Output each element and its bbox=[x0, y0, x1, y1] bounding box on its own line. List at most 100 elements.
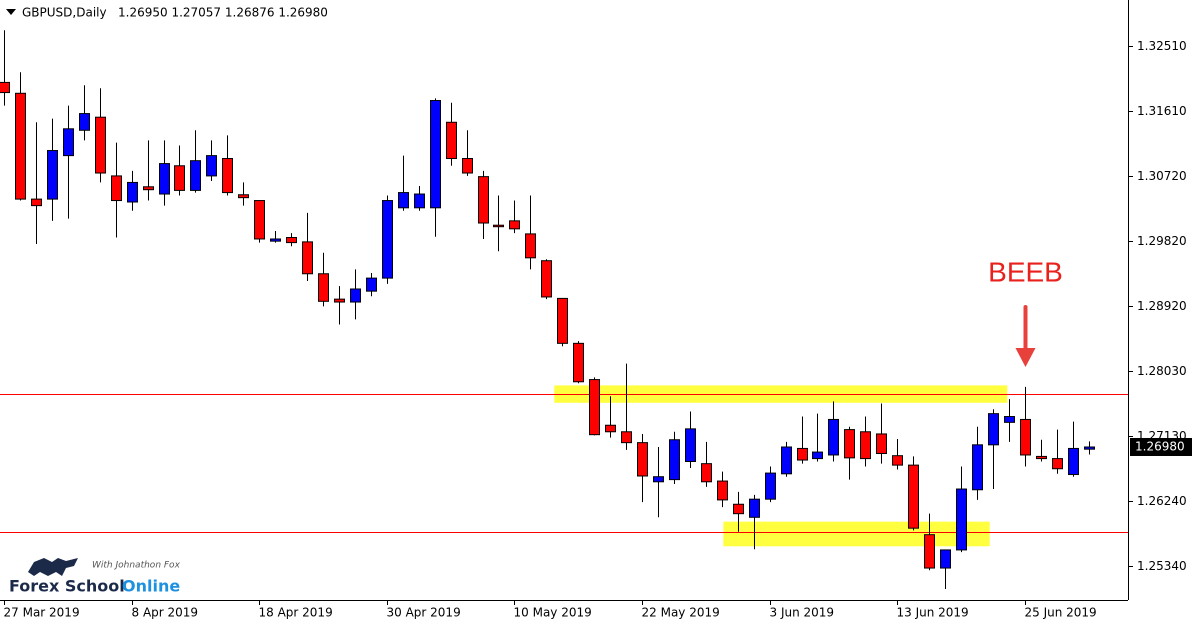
candle-body bbox=[190, 160, 201, 191]
x-tick-label: 18 Apr 2019 bbox=[259, 606, 333, 620]
symbol-title: GBPUSD,Daily bbox=[22, 6, 107, 20]
candle-body bbox=[621, 431, 632, 444]
candle-body bbox=[988, 413, 999, 446]
candle-body bbox=[1052, 458, 1063, 470]
y-tick-label: 1.32510 bbox=[1137, 39, 1187, 53]
annotation-arrow-head bbox=[1015, 348, 1036, 367]
x-tick-label: 3 Jun 2019 bbox=[770, 606, 835, 620]
candle-body bbox=[398, 192, 409, 209]
candle-body bbox=[174, 165, 185, 191]
y-tick-label: 1.25340 bbox=[1137, 559, 1187, 573]
candle-body bbox=[430, 100, 441, 209]
candle-body bbox=[254, 200, 265, 240]
candle-body bbox=[95, 116, 106, 174]
candle-body bbox=[478, 176, 489, 224]
candle-body bbox=[31, 198, 42, 207]
candle-body bbox=[685, 428, 696, 462]
candle-body bbox=[0, 81, 10, 94]
candle-body bbox=[47, 150, 58, 200]
candle-body bbox=[414, 193, 425, 209]
candle-body bbox=[844, 429, 855, 459]
candle-body bbox=[143, 186, 154, 191]
logo-name: Forex School bbox=[9, 577, 125, 596]
candle-body bbox=[669, 439, 680, 481]
candle-body bbox=[286, 237, 297, 244]
y-tick-label: 1.28030 bbox=[1137, 364, 1187, 378]
y-tick-label: 1.30720 bbox=[1137, 169, 1187, 183]
candle-body bbox=[206, 155, 217, 177]
logo-icon bbox=[28, 558, 78, 576]
x-tick-label: 13 Jun 2019 bbox=[897, 606, 969, 620]
candle-body bbox=[159, 163, 170, 195]
logo: With Johnathon Fox Forex School Online bbox=[9, 558, 181, 596]
ohlc-text: 1.26950 1.27057 1.26876 1.26980 bbox=[118, 6, 328, 20]
candle-body bbox=[382, 200, 393, 279]
annotation-text: BEEB bbox=[988, 256, 1063, 287]
candle-body bbox=[589, 379, 600, 436]
candle-body bbox=[1084, 446, 1095, 450]
current-price-box bbox=[1130, 437, 1192, 456]
candle-body bbox=[860, 431, 871, 460]
current-price-label: 1.26980 bbox=[1135, 439, 1185, 453]
candle-body bbox=[908, 464, 919, 529]
candle-body bbox=[525, 233, 536, 259]
x-tick-label: 27 Mar 2019 bbox=[4, 606, 80, 620]
candle-body bbox=[749, 498, 760, 518]
candle-body bbox=[541, 260, 552, 298]
y-tick-label: 1.29820 bbox=[1137, 234, 1187, 248]
candle-body bbox=[222, 158, 233, 194]
candle-body bbox=[79, 113, 90, 131]
candle-body bbox=[1020, 418, 1031, 456]
candle-body bbox=[701, 463, 712, 483]
candle-body bbox=[573, 342, 584, 383]
candle-body bbox=[717, 480, 728, 501]
candle-body bbox=[446, 121, 457, 160]
x-tick-label: 25 Jun 2019 bbox=[1025, 606, 1097, 620]
candle-body bbox=[797, 447, 808, 461]
candle-body bbox=[812, 451, 823, 460]
candle-body bbox=[940, 549, 951, 569]
y-tick-label: 1.28920 bbox=[1137, 299, 1187, 313]
x-tick-label: 22 May 2019 bbox=[642, 606, 720, 620]
candle-body bbox=[1036, 455, 1047, 460]
candle-body bbox=[15, 92, 26, 200]
candle-body bbox=[781, 446, 792, 475]
candle-body bbox=[828, 418, 839, 456]
candle-body bbox=[270, 238, 281, 242]
support-resistance-zone bbox=[723, 521, 990, 547]
candle-body bbox=[924, 534, 935, 569]
candle-body bbox=[63, 128, 74, 157]
logo-name-accent: Online bbox=[122, 577, 180, 596]
x-tick-label: 30 Apr 2019 bbox=[387, 606, 461, 620]
candle-body bbox=[972, 444, 983, 491]
candle-body bbox=[111, 175, 122, 202]
candle-body bbox=[493, 224, 504, 228]
candle-body bbox=[765, 472, 776, 500]
candle-body bbox=[653, 476, 664, 483]
candle-body bbox=[509, 220, 520, 230]
y-tick-label: 1.26240 bbox=[1137, 494, 1187, 508]
x-tick-label: 10 May 2019 bbox=[514, 606, 592, 620]
candle-body bbox=[876, 433, 887, 455]
candle-body bbox=[637, 442, 648, 477]
candle-body bbox=[605, 424, 616, 433]
candle-body bbox=[956, 488, 967, 551]
candle-body bbox=[334, 298, 345, 303]
candle-body bbox=[557, 297, 568, 344]
candle-body bbox=[1068, 447, 1079, 476]
x-tick-label: 8 Apr 2019 bbox=[132, 606, 199, 620]
candle-body bbox=[127, 181, 138, 203]
candle-body bbox=[366, 277, 377, 292]
candle-body bbox=[462, 158, 473, 174]
logo-tagline: With Johnathon Fox bbox=[92, 561, 181, 571]
candle-body bbox=[302, 241, 313, 275]
y-tick-label: 1.31610 bbox=[1137, 104, 1187, 118]
candle-body bbox=[1004, 416, 1015, 423]
candle-body bbox=[318, 273, 329, 302]
menu-triangle bbox=[6, 9, 16, 15]
candle-body bbox=[892, 455, 903, 466]
candle-body bbox=[238, 194, 249, 199]
